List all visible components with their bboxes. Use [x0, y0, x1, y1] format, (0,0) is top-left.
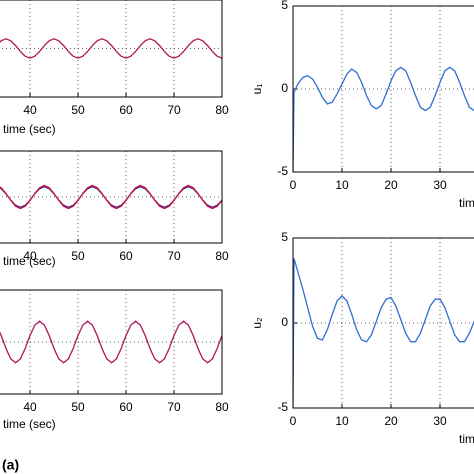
- series-line: [293, 258, 474, 408]
- x-tick-label: 70: [167, 400, 181, 414]
- y-tick-label: 0: [281, 81, 288, 95]
- x-axis-label: time (sec): [459, 432, 474, 446]
- plot-frame: [0, 150, 223, 244]
- panel: 40506070800time (sec): [0, 150, 229, 268]
- x-tick-label: 10: [335, 414, 349, 428]
- x-tick-label: 60: [119, 249, 133, 263]
- y-tick-label: -5: [277, 164, 288, 178]
- y-tick-label: 5: [281, 0, 288, 12]
- x-tick-label: 60: [119, 103, 133, 117]
- y-axis-label: u₁: [250, 84, 264, 95]
- x-tick-label: 10: [335, 178, 349, 192]
- x-tick-label: 50: [71, 400, 85, 414]
- x-axis-label: time (sec): [3, 254, 56, 268]
- plot-frame: [292, 237, 474, 409]
- x-tick-label: 0: [290, 178, 297, 192]
- caption: (a): [2, 457, 19, 473]
- series-line: [293, 66, 474, 172]
- panel: 40506070800time (sec): [0, 0, 229, 136]
- x-axis-label: time (sec): [459, 196, 474, 210]
- y-tick-label: 0: [281, 315, 288, 329]
- x-tick-label: 30: [433, 178, 447, 192]
- x-tick-label: 40: [23, 400, 37, 414]
- x-tick-label: 70: [167, 249, 181, 263]
- series-line: [0, 38, 222, 59]
- plot-frame: [0, 289, 223, 395]
- y-tick-label: -5: [277, 400, 288, 414]
- series-line: [0, 320, 222, 364]
- panel: 40506070800time (sec): [0, 289, 229, 431]
- x-tick-label: 60: [119, 400, 133, 414]
- x-tick-label: 20: [384, 414, 398, 428]
- x-tick-label: 40: [23, 103, 37, 117]
- plot-frame: [0, 0, 223, 98]
- x-tick-label: 0: [290, 414, 297, 428]
- x-tick-label: 80: [215, 400, 229, 414]
- x-tick-label: 50: [71, 249, 85, 263]
- x-axis-label: time (sec): [3, 417, 56, 431]
- x-tick-label: 30: [433, 414, 447, 428]
- x-tick-label: 80: [215, 103, 229, 117]
- series-line: [0, 184, 222, 210]
- x-axis-label: time (sec): [3, 122, 56, 136]
- y-axis-label: u₂: [250, 317, 264, 329]
- x-tick-label: 40: [23, 249, 37, 263]
- y-tick-label: 5: [281, 230, 288, 244]
- x-tick-label: 70: [167, 103, 181, 117]
- plot-frame: [292, 5, 474, 173]
- x-tick-label: 80: [215, 249, 229, 263]
- x-tick-label: 50: [71, 103, 85, 117]
- x-tick-label: 20: [384, 178, 398, 192]
